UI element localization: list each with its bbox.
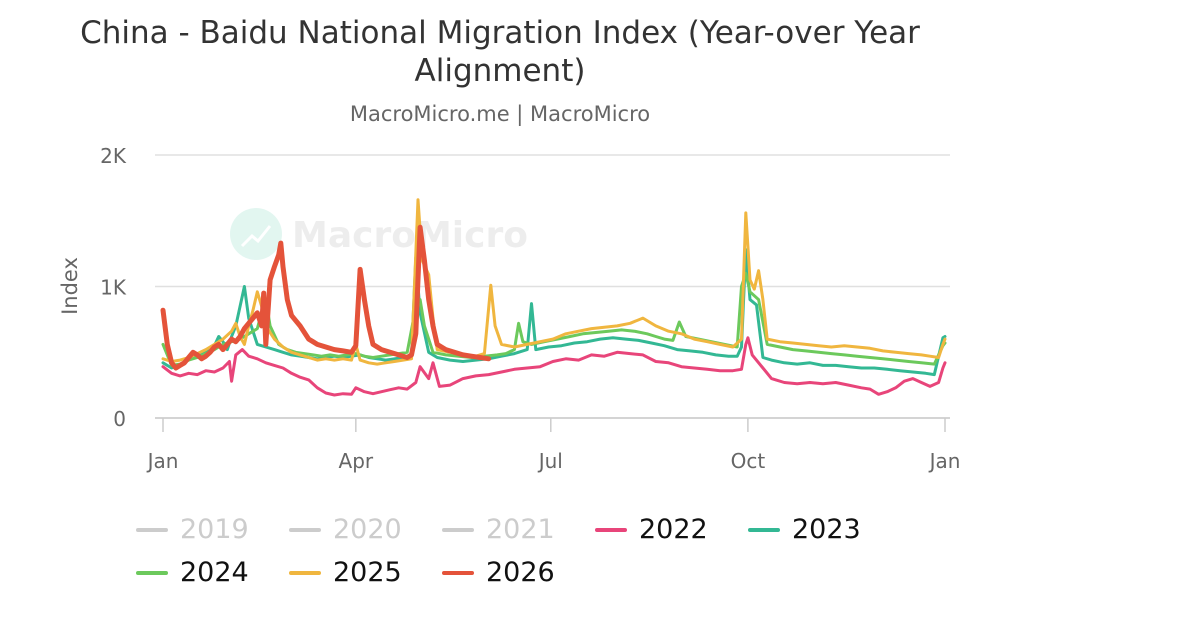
legend-item-2019[interactable]: 2019: [136, 514, 288, 545]
legend-label: 2021: [486, 514, 555, 545]
legend-row: 2019 2020 2021 2022 2023: [136, 508, 936, 551]
legend-swatch: [289, 570, 321, 575]
series-line-2022: [161, 336, 947, 397]
macromicro-watermark: MacroMicro: [230, 208, 528, 260]
y-tick-label: 2K: [100, 144, 127, 168]
legend-item-2026[interactable]: 2026: [442, 557, 594, 588]
legend-label: 2025: [333, 557, 402, 588]
legend-swatch: [136, 570, 168, 575]
legend-label: 2020: [333, 514, 402, 545]
watermark-logo-icon: [230, 208, 282, 260]
gridlines: [155, 154, 950, 419]
legend-item-2025[interactable]: 2025: [289, 557, 441, 588]
legend-label: 2022: [639, 514, 708, 545]
legend-row: 2024 2025 2026: [136, 551, 936, 594]
series-line-2023: [161, 248, 947, 377]
x-tick-label: Apr: [339, 449, 374, 473]
chart-area: MacroMicro 0 1K 2K Jan Apr Jul Oct Jan Index: [58, 144, 960, 473]
watermark-trend-icon: [240, 225, 272, 248]
legend-item-2020[interactable]: 2020: [289, 514, 441, 545]
legend-item-2022[interactable]: 2022: [595, 514, 747, 545]
legend-item-2023[interactable]: 2023: [748, 514, 900, 545]
legend-item-2021[interactable]: 2021: [442, 514, 594, 545]
y-tick-label: 0: [113, 407, 126, 431]
series-layer: [160, 198, 947, 397]
legend-swatch: [136, 527, 168, 532]
x-tick-label: Jan: [146, 449, 179, 473]
legend-label: 2023: [792, 514, 861, 545]
legend-swatch: [289, 527, 321, 532]
legend-item-2024[interactable]: 2024: [136, 557, 288, 588]
x-tick-label: Oct: [731, 449, 766, 473]
x-tick-label: Jan: [928, 449, 961, 473]
chart-title: China - Baidu National Migration Index (…: [80, 15, 920, 89]
legend-swatch: [442, 527, 474, 532]
series-line-2025: [161, 198, 947, 366]
watermark-text: MacroMicro: [292, 215, 528, 256]
legend-label: 2019: [180, 514, 249, 545]
legend-label: 2026: [486, 557, 555, 588]
y-tick-label: 1K: [100, 276, 127, 300]
y-axis-label: Index: [58, 257, 82, 315]
legend: 2019 2020 2021 2022 2023 2024 2025 2026: [136, 508, 936, 594]
legend-swatch: [748, 527, 780, 532]
series-line-2026: [160, 224, 492, 371]
x-tick-label: Jul: [537, 449, 563, 473]
chart-subtitle: MacroMicro.me | MacroMicro: [349, 102, 651, 126]
legend-label: 2024: [180, 557, 249, 588]
legend-swatch: [442, 570, 474, 575]
legend-swatch: [595, 527, 627, 532]
axes: 0 1K 2K Jan Apr Jul Oct Jan Index: [58, 144, 960, 473]
